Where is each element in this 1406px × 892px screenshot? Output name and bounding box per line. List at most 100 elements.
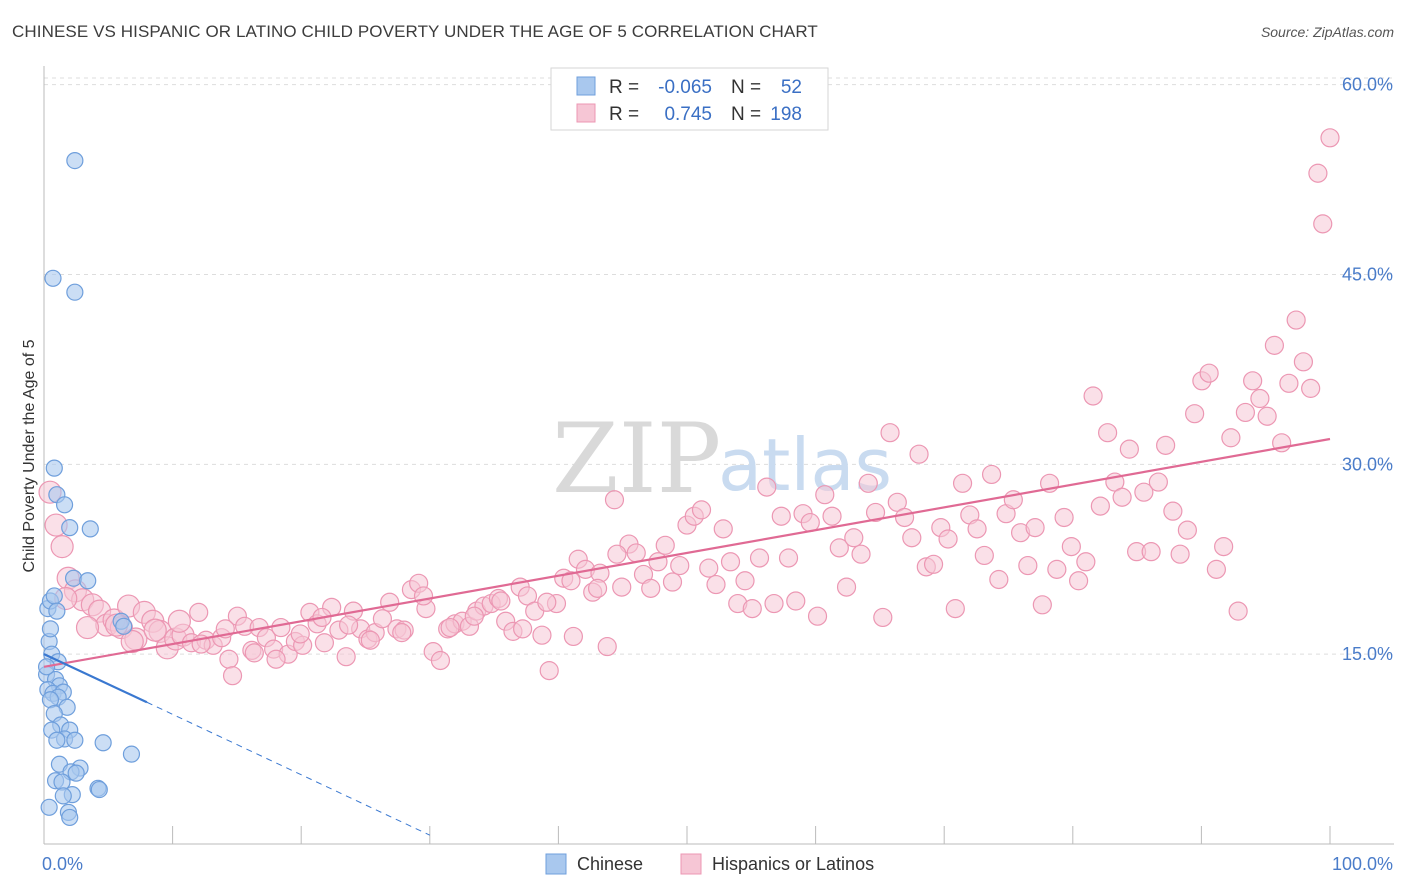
- hispanic-point: [587, 578, 608, 598]
- hispanic-point: [1047, 559, 1067, 579]
- hispanic-point: [800, 512, 820, 533]
- hispanic-point: [742, 599, 762, 619]
- hispanic-point: [836, 577, 857, 597]
- y-axis-title: Child Poverty Under the Age of 5: [21, 339, 38, 572]
- legend-swatch-hispanic: [576, 103, 596, 123]
- hispanic-point: [670, 555, 690, 576]
- hispanic-point: [706, 574, 726, 595]
- hispanic-point: [655, 535, 675, 555]
- hispanic-point: [607, 544, 627, 564]
- hispanic-point: [648, 552, 668, 572]
- hispanic-point: [1243, 371, 1263, 391]
- chinese-point: [48, 602, 66, 620]
- hispanic-point: [1257, 406, 1277, 426]
- hispanic-point: [1156, 435, 1176, 455]
- hispanic-point: [662, 572, 683, 592]
- hispanic-point: [822, 506, 842, 526]
- hispanic-point: [1090, 496, 1110, 516]
- hispanic-points: [38, 128, 1340, 686]
- hispanic-point: [909, 444, 929, 464]
- chinese-point: [61, 808, 79, 827]
- hispanic-trend-line: [43, 437, 1331, 668]
- legend-r-label-1: R =: [609, 77, 639, 98]
- hispanic-point: [413, 586, 434, 606]
- hispanic-point: [271, 617, 291, 638]
- y-tick-labels: 15.0% 30.0% 45.0% 60.0%: [1342, 75, 1393, 665]
- hispanic-point: [189, 602, 209, 623]
- bottom-legend-label-hispanic: Hispanics or Latinos: [712, 854, 874, 874]
- hispanic-point: [75, 615, 100, 640]
- chinese-point: [55, 496, 74, 514]
- y-tick-label-1: 30.0%: [1342, 454, 1393, 474]
- hispanic-point: [1293, 352, 1314, 372]
- hispanic-point: [923, 554, 944, 574]
- gridlines: [44, 77, 1394, 655]
- hispanic-point: [1206, 559, 1226, 579]
- hispanic-point: [1264, 335, 1285, 355]
- legend-box: [550, 67, 829, 131]
- hispanic-point: [604, 490, 625, 510]
- bottom-legend: Chinese Hispanics or Latinos: [545, 853, 874, 875]
- chinese-point: [79, 572, 97, 590]
- legend-n-label-2: N =: [731, 104, 761, 125]
- bottom-legend-swatch-chinese: [545, 853, 567, 875]
- hispanic-point: [537, 592, 557, 612]
- hispanic-point: [1025, 518, 1045, 538]
- hispanic-point: [1054, 507, 1074, 528]
- chinese-point: [64, 569, 83, 587]
- hispanic-point: [1069, 571, 1089, 591]
- legend: R = -0.065 N = 52 R = 0.745 N = 198: [550, 67, 829, 131]
- trend-lines: [43, 437, 1331, 836]
- hispanic-point: [1279, 373, 1299, 393]
- hispanic-point: [786, 591, 806, 611]
- hispanic-point: [735, 571, 755, 591]
- hispanic-point: [1098, 423, 1118, 443]
- hispanic-point: [641, 578, 661, 598]
- hispanic-point: [699, 558, 719, 578]
- chinese-point: [66, 283, 84, 301]
- chinese-point: [40, 798, 58, 816]
- hispanic-point: [1177, 520, 1197, 540]
- hispanic-point: [266, 649, 286, 669]
- hispanic-point: [938, 529, 958, 549]
- hispanic-point: [244, 643, 264, 663]
- hispanic-point: [844, 528, 864, 548]
- source-label: Source: ZipAtlas.com: [1260, 24, 1394, 40]
- hispanic-point: [120, 629, 144, 654]
- y-tick-label-3: 60.0%: [1342, 75, 1393, 95]
- hispanic-point: [1112, 487, 1132, 507]
- hispanic-point: [1083, 386, 1103, 406]
- legend-r-value-2: 0.745: [664, 104, 712, 125]
- chinese-trend-extension: [146, 701, 431, 836]
- watermark-zip: ZIP: [552, 403, 721, 515]
- y-tick-label-0: 15.0%: [1342, 644, 1393, 664]
- hispanic-point: [219, 649, 239, 669]
- legend-n-value-2: 198: [770, 104, 802, 125]
- x-tick-label-0: 0.0%: [42, 854, 83, 874]
- hispanic-point: [1301, 378, 1321, 398]
- hispanic-point: [1076, 552, 1096, 572]
- hispanic-point: [865, 502, 886, 523]
- hispanic-point: [873, 607, 893, 628]
- hispanic-point: [1320, 128, 1340, 148]
- hispanic-point: [167, 609, 191, 633]
- chinese-points: [37, 151, 141, 827]
- hispanic-point: [612, 577, 632, 597]
- hispanic-point: [1228, 601, 1248, 621]
- watermark-atlas: atlas: [718, 423, 892, 507]
- chinese-point: [122, 745, 141, 763]
- hispanic-point: [1170, 544, 1190, 564]
- hispanic-point: [1163, 501, 1183, 521]
- hispanic-point: [829, 538, 849, 558]
- hispanic-point: [1032, 595, 1052, 615]
- hispanic-point: [50, 534, 74, 559]
- hispanic-point: [563, 626, 583, 647]
- hispanic-point: [626, 543, 646, 563]
- chinese-point: [94, 734, 112, 752]
- legend-r-label-2: R =: [609, 104, 639, 125]
- hispanic-point: [945, 599, 965, 619]
- hispanic-point: [532, 625, 552, 645]
- hispanic-point: [851, 544, 871, 564]
- hispanic-point: [392, 623, 412, 643]
- chinese-point: [48, 731, 66, 749]
